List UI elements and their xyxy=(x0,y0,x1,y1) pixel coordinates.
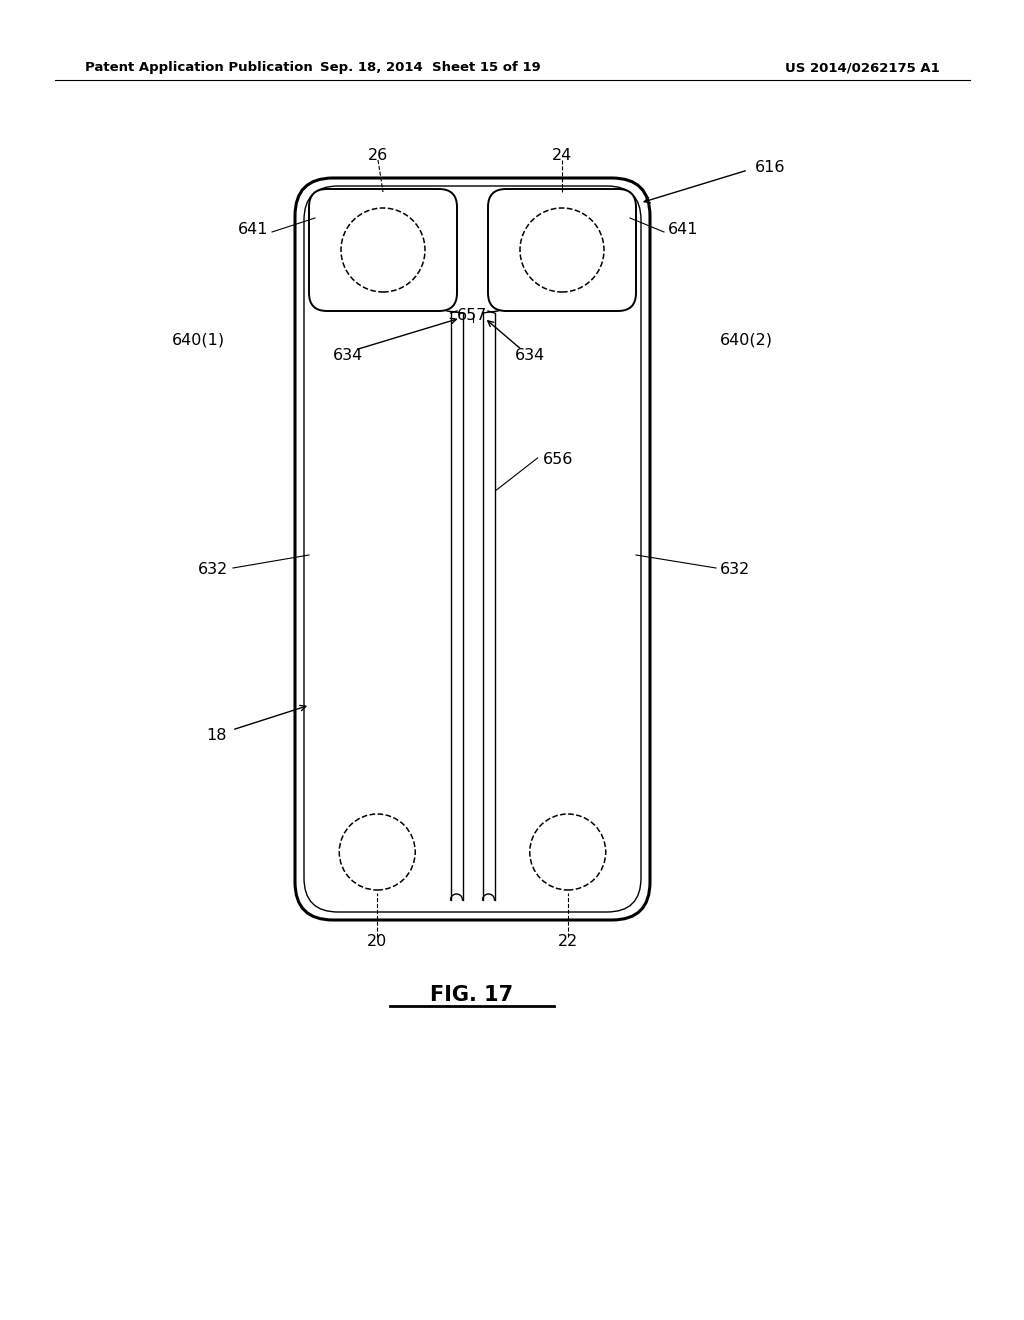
Text: 634: 634 xyxy=(515,347,545,363)
Text: 26: 26 xyxy=(368,148,388,162)
FancyBboxPatch shape xyxy=(488,189,636,312)
Text: 24: 24 xyxy=(552,148,572,162)
Text: 640(2): 640(2) xyxy=(720,333,773,347)
Text: FIG. 17: FIG. 17 xyxy=(430,985,514,1005)
Text: 640(1): 640(1) xyxy=(172,333,225,347)
Text: 641: 641 xyxy=(238,223,268,238)
Text: Patent Application Publication: Patent Application Publication xyxy=(85,62,312,74)
Text: Sep. 18, 2014  Sheet 15 of 19: Sep. 18, 2014 Sheet 15 of 19 xyxy=(319,62,541,74)
FancyBboxPatch shape xyxy=(295,178,650,920)
FancyBboxPatch shape xyxy=(309,189,457,312)
Text: 22: 22 xyxy=(558,935,578,949)
Text: 20: 20 xyxy=(368,935,387,949)
Text: 634: 634 xyxy=(333,347,364,363)
Text: 18: 18 xyxy=(207,727,227,742)
Text: 641: 641 xyxy=(668,223,698,238)
Text: 632: 632 xyxy=(198,562,228,578)
Text: 657: 657 xyxy=(458,308,487,322)
Text: 656: 656 xyxy=(543,453,572,467)
Text: 616: 616 xyxy=(755,161,785,176)
Text: 632: 632 xyxy=(720,562,751,578)
Text: US 2014/0262175 A1: US 2014/0262175 A1 xyxy=(785,62,940,74)
